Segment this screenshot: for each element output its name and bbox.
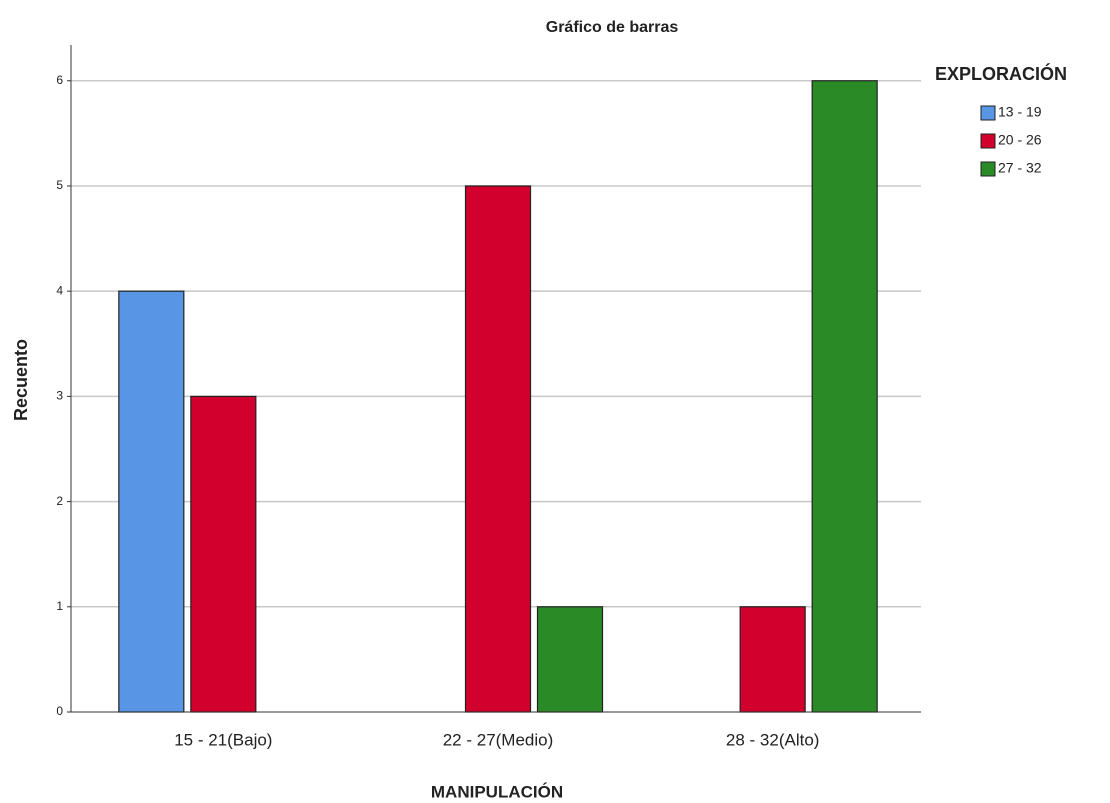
x-tick-label: 28 - 32(Alto) [726, 730, 820, 749]
legend-label: 20 - 26 [998, 132, 1042, 148]
y-axis-label: Recuento [11, 339, 31, 421]
chart-title: Gráfico de barras [546, 19, 679, 36]
y-tick-label: 1 [56, 599, 63, 613]
y-tick-label: 3 [56, 389, 63, 403]
x-axis-label: MANIPULACIÓN [431, 782, 563, 801]
y-tick-label: 4 [56, 283, 63, 297]
y-tick-label: 0 [56, 704, 63, 718]
y-tick-label: 6 [56, 73, 63, 87]
legend-swatch [980, 133, 996, 149]
x-tick-label: 15 - 21(Bajo) [174, 730, 272, 749]
y-tick-label: 5 [56, 178, 63, 192]
legend-label: 27 - 32 [998, 160, 1042, 176]
legend-swatch [980, 105, 996, 121]
bar [118, 290, 185, 713]
legend-title: EXPLORACIÓN [935, 63, 1067, 84]
y-tick-label: 2 [56, 494, 63, 508]
bar [190, 395, 257, 713]
legend-label: 13 - 19 [998, 104, 1042, 120]
x-tick-label: 22 - 27(Medio) [443, 730, 554, 749]
bar [536, 606, 604, 713]
bar [464, 185, 532, 713]
bar [739, 606, 806, 713]
legend-swatch [980, 161, 996, 177]
bar [811, 80, 878, 713]
